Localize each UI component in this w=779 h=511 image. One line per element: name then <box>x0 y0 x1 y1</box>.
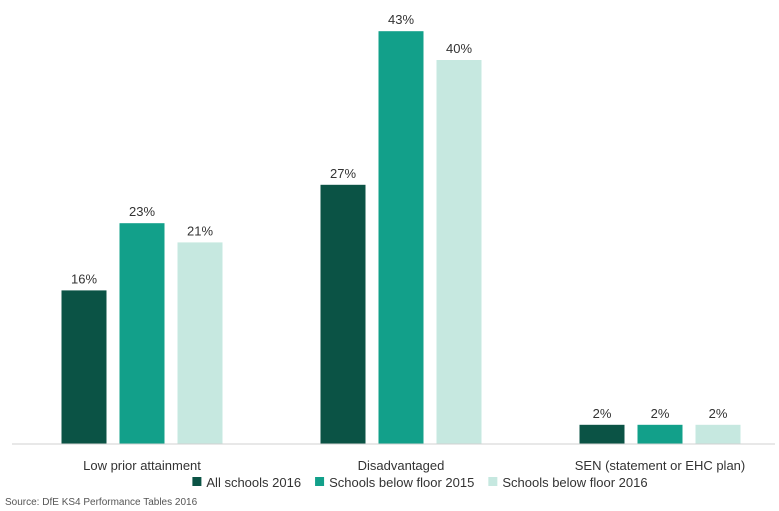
bar <box>61 290 107 444</box>
category-label: Low prior attainment <box>83 458 201 473</box>
bar-value-label: 27% <box>330 166 356 181</box>
bar <box>119 223 165 444</box>
bar-chart: 16% 23% 21% 27% 43% 40% 2% 2% 2% Low prior attai… <box>12 12 775 490</box>
legend: All schools 2016 Schools below floor 2015… <box>192 475 648 490</box>
bar <box>320 184 366 445</box>
bar-value-label: 2% <box>651 406 670 421</box>
legend-label: Schools below floor 2016 <box>502 475 647 490</box>
category-labels-group: Low prior attainment Disadvantaged SEN (st… <box>83 458 745 473</box>
value-labels-group: 16% 23% 21% 27% 43% 40% 2% 2% 2% <box>71 12 728 421</box>
bar-value-label: 2% <box>593 406 612 421</box>
bar <box>436 60 482 444</box>
bar-value-label: 21% <box>187 223 213 238</box>
category-label: SEN (statement or EHC plan) <box>575 458 746 473</box>
bars-group <box>61 31 741 445</box>
source-note: Source: DfE KS4 Performance Tables 2016 <box>5 497 198 508</box>
bar-value-label: 2% <box>709 406 728 421</box>
bar-value-label: 40% <box>446 41 472 56</box>
bar <box>637 424 683 444</box>
legend-label: Schools below floor 2015 <box>329 475 474 490</box>
legend-swatch <box>488 477 498 486</box>
legend-label: All schools 2016 <box>206 475 301 490</box>
category-label: Disadvantaged <box>358 458 445 473</box>
bar-value-label: 43% <box>388 12 414 27</box>
bar <box>695 424 741 444</box>
bar-value-label: 23% <box>129 204 155 219</box>
legend-swatch <box>192 477 202 486</box>
bar <box>579 424 625 444</box>
bar <box>378 31 424 444</box>
legend-swatch <box>315 477 325 486</box>
bar-value-label: 16% <box>71 271 97 286</box>
bar <box>177 242 223 444</box>
